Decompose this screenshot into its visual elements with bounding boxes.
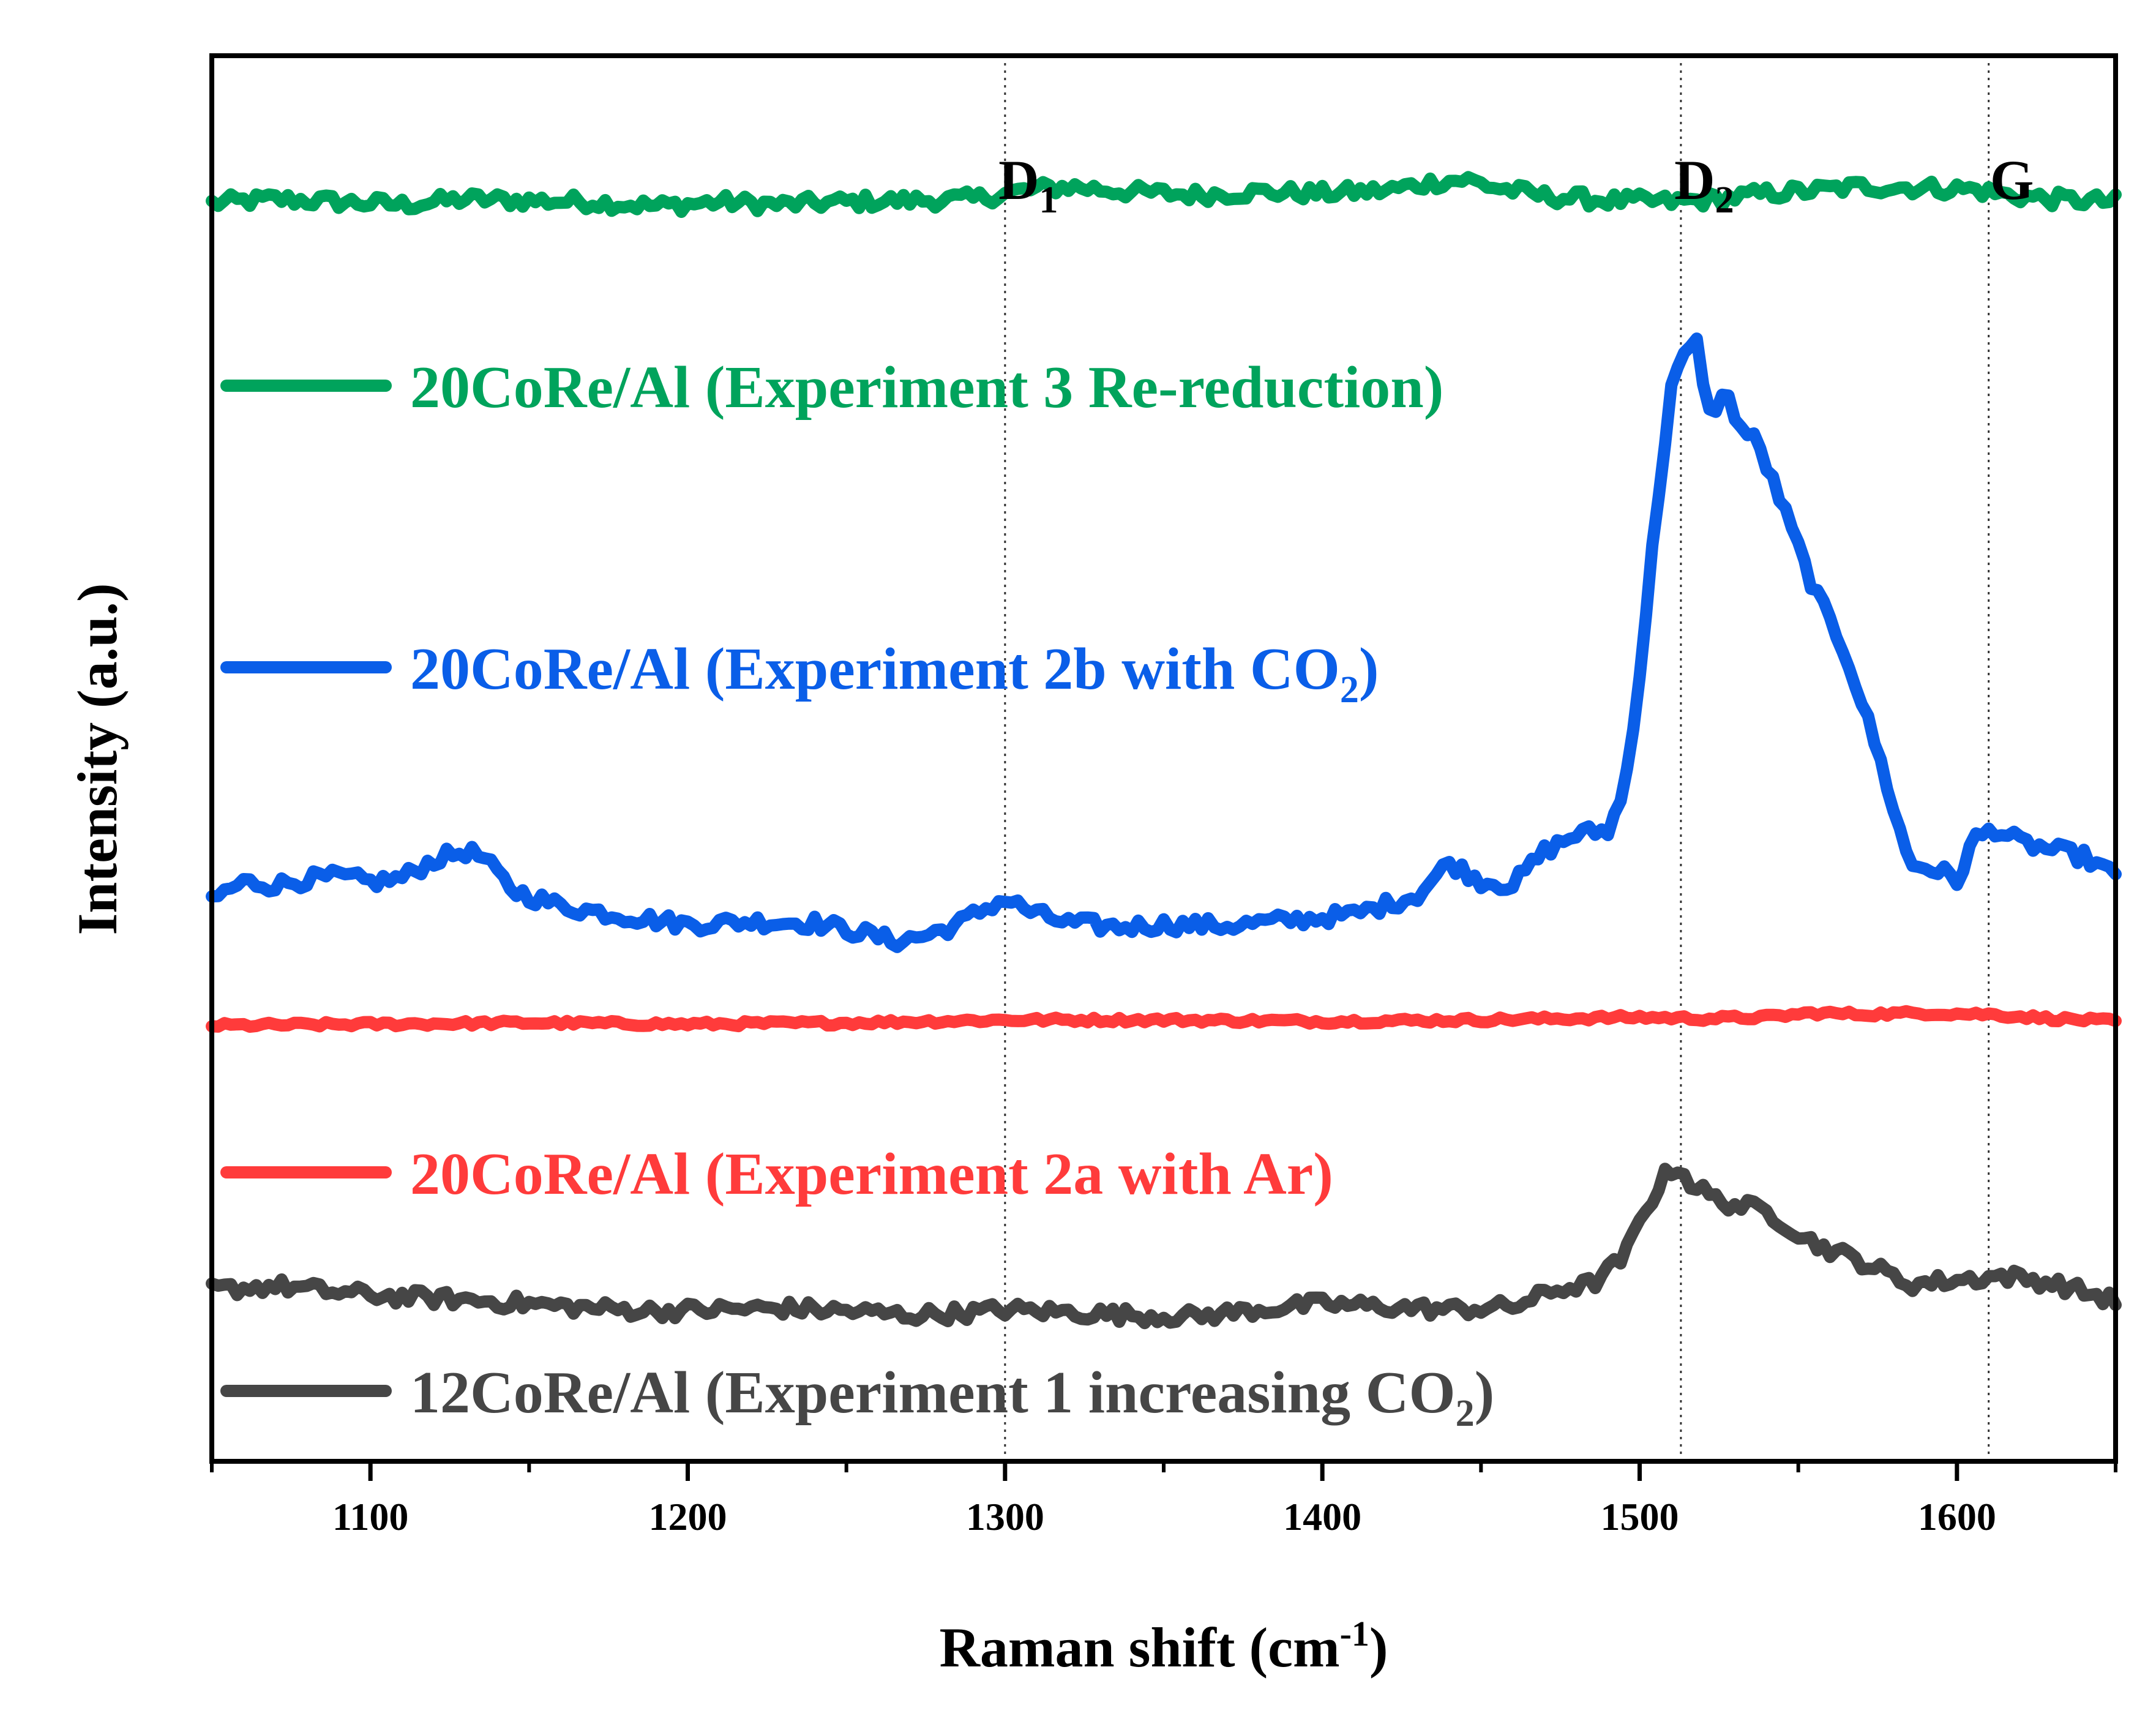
- legend-label-2: 20CoRe/Al (Experiment 2a with Ar): [410, 1141, 1333, 1207]
- x-axis-title: Raman shift (cm-1): [939, 1614, 1388, 1679]
- series-line-0: [206, 171, 2122, 218]
- x-tick-label-1100: 1100: [332, 1495, 408, 1538]
- series-layer: [206, 171, 2122, 1330]
- x-tick-label-1600: 1600: [1918, 1495, 1996, 1538]
- peak-label-1: D2: [1674, 149, 1734, 221]
- legend-label-1: 20CoRe/Al (Experiment 2b with CO2): [410, 636, 1379, 711]
- legend: 20CoRe/Al (Experiment 3 Re-reduction) 20C…: [220, 354, 1494, 1434]
- peak-labels: D1 D2 G: [998, 149, 2034, 221]
- series-line-2: [206, 1005, 2122, 1033]
- legend-label-0: 20CoRe/Al (Experiment 3 Re-reduction): [410, 354, 1443, 421]
- x-tick-label-1500: 1500: [1601, 1495, 1679, 1538]
- x-tick-label-1300: 1300: [966, 1495, 1044, 1538]
- series-line-1: [206, 332, 2122, 953]
- peak-label-0: D1: [998, 149, 1058, 221]
- y-axis-title: Intensity (a.u.): [66, 583, 129, 935]
- x-axis-ticks: 1100 1200 1300 1400 1500 1600: [210, 1461, 2117, 1538]
- legend-label-3: 12CoRe/Al (Experiment 1 increasing CO2): [410, 1360, 1494, 1434]
- series-line-3: [206, 1163, 2122, 1330]
- x-tick-label-1400: 1400: [1283, 1495, 1361, 1538]
- x-tick-label-1200: 1200: [649, 1495, 727, 1538]
- peak-label-2: G: [1990, 149, 2034, 211]
